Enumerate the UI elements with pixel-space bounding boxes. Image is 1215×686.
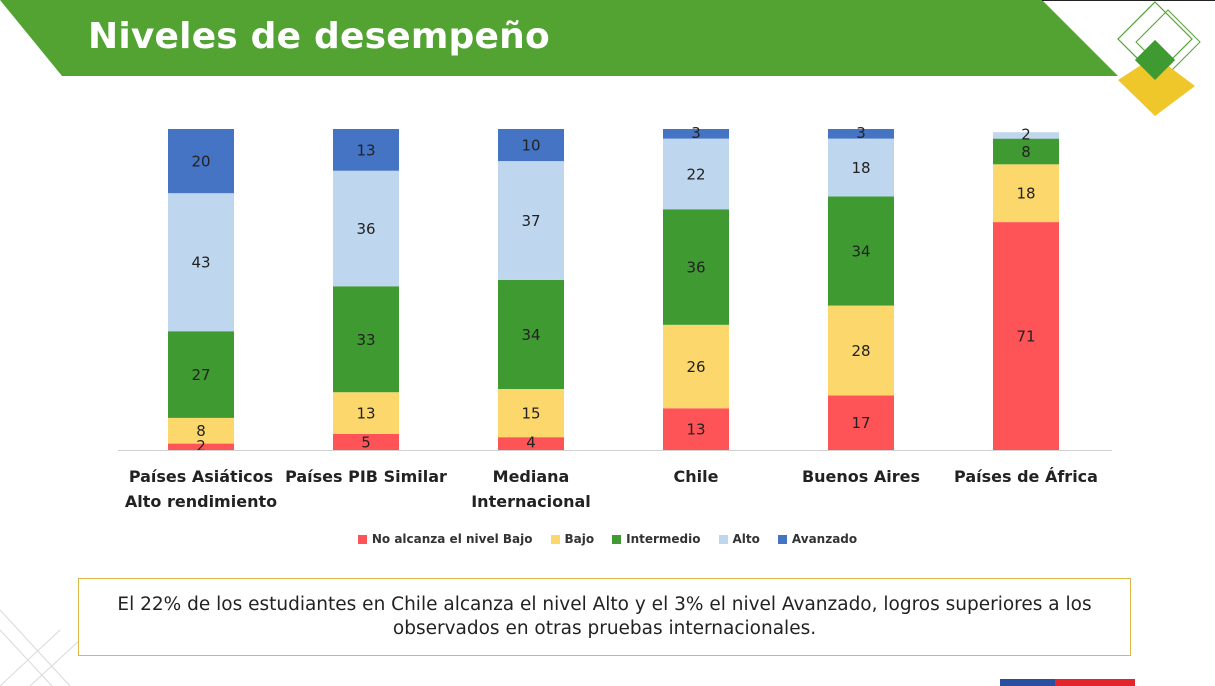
- data-label-no-alcanza-el-nivel-bajo-mediana-internacional: 4: [526, 434, 536, 452]
- flag-blue-segment: [1000, 679, 1055, 686]
- bar-intermedio-chile: [663, 209, 729, 325]
- callout-text: El 22% de los estudiantes en Chile alcan…: [117, 594, 1092, 639]
- bar-alto-mediana-internacional: [498, 161, 564, 280]
- legend-label-bajo: Bajo: [564, 532, 595, 546]
- data-label-alto-paises-asiaticos-alto-rendimiento: 43: [191, 254, 210, 272]
- data-label-alto-paises-de-africa: 2: [1021, 125, 1031, 143]
- legend-item-alto: Alto: [718, 532, 760, 546]
- x-tick-label-paises-asiaticos-alto-rendimiento-1: Países Asiáticos: [129, 467, 273, 486]
- chart-bars: [168, 129, 1059, 450]
- header-green-shape: [0, 0, 1118, 76]
- bar-avanzado-buenos-aires: [828, 129, 894, 139]
- data-label-alto-chile: 22: [686, 165, 705, 183]
- data-label-alto-buenos-aires: 18: [851, 159, 870, 177]
- data-label-alto-mediana-internacional: 37: [521, 212, 540, 230]
- corner-decoration: [0, 609, 80, 686]
- legend-label-alto: Alto: [732, 532, 760, 546]
- bar-alto-paises-de-africa: [993, 132, 1059, 139]
- bar-no-alcanza-el-nivel-bajo-mediana-internacional: [498, 437, 564, 450]
- bar-intermedio-paises-de-africa: [993, 138, 1059, 165]
- bar-no-alcanza-el-nivel-bajo-paises-de-africa: [993, 222, 1059, 450]
- bar-no-alcanza-el-nivel-bajo-chile: [663, 408, 729, 450]
- data-label-avanzado-paises-asiaticos-alto-rendimiento: 20: [191, 153, 210, 171]
- data-label-bajo-buenos-aires: 28: [851, 342, 870, 360]
- legend-item-avanzado: Avanzado: [777, 532, 858, 546]
- bar-no-alcanza-el-nivel-bajo-buenos-aires: [828, 395, 894, 450]
- bar-avanzado-paises-pib-similar: [333, 129, 399, 171]
- legend-swatch-bajo: [550, 534, 560, 544]
- legend-item-intermedio: Intermedio: [612, 532, 701, 546]
- x-axis-tick-labels: Países Asiáticos Alto rendimiento Países P…: [125, 467, 1098, 511]
- x-tick-label-mediana-internacional-1: Mediana: [493, 467, 570, 486]
- data-label-avanzado-buenos-aires: 3: [856, 124, 866, 142]
- chart-data-labels: 2827432051333361341534371013263622317283…: [191, 124, 1035, 455]
- bar-bajo-chile: [663, 324, 729, 409]
- page-title: Niveles de desempeño: [88, 16, 550, 57]
- x-tick-label-chile-1: Chile: [674, 467, 719, 486]
- x-tick-label-paises-asiaticos-alto-rendimiento-2: Alto rendimiento: [125, 492, 277, 511]
- data-label-bajo-paises-pib-similar: 13: [356, 405, 375, 423]
- legend-swatch-avanzado: [777, 534, 787, 544]
- legend-swatch-alto: [718, 534, 728, 544]
- data-label-alto-paises-pib-similar: 36: [356, 220, 375, 238]
- data-label-avanzado-paises-pib-similar: 13: [356, 141, 375, 159]
- bar-bajo-mediana-internacional: [498, 389, 564, 438]
- data-label-bajo-mediana-internacional: 15: [521, 405, 540, 423]
- data-label-bajo-paises-de-africa: 18: [1016, 185, 1035, 203]
- legend-label-avanzado: Avanzado: [791, 532, 858, 546]
- data-label-no-alcanza-el-nivel-bajo-buenos-aires: 17: [851, 414, 870, 432]
- bar-alto-paises-asiaticos-alto-rendimiento: [168, 193, 234, 332]
- callout-box: El 22% de los estudiantes en Chile alcan…: [78, 578, 1131, 656]
- data-label-no-alcanza-el-nivel-bajo-paises-de-africa: 71: [1016, 328, 1035, 346]
- brand-logo-icon: [1117, 1, 1201, 116]
- data-label-intermedio-buenos-aires: 34: [851, 242, 870, 260]
- data-label-avanzado-mediana-internacional: 10: [521, 137, 540, 155]
- x-tick-label-mediana-internacional-2: Internacional: [471, 492, 591, 511]
- legend-swatch-intermedio: [612, 534, 622, 544]
- data-label-no-alcanza-el-nivel-bajo-paises-asiaticos-alto-rendimiento: 2: [196, 437, 206, 455]
- x-tick-label-paises-de-africa-1: Países de África: [954, 467, 1098, 486]
- data-label-no-alcanza-el-nivel-bajo-paises-pib-similar: 5: [361, 433, 371, 451]
- legend-swatch-no-alcanza-el-nivel-bajo: [357, 534, 367, 544]
- data-label-bajo-paises-asiaticos-alto-rendimiento: 8: [196, 422, 206, 440]
- bar-alto-buenos-aires: [828, 138, 894, 197]
- data-label-no-alcanza-el-nivel-bajo-chile: 13: [686, 421, 705, 439]
- bar-avanzado-chile: [663, 129, 729, 139]
- legend-label-intermedio: Intermedio: [626, 532, 701, 546]
- data-label-intermedio-chile: 36: [686, 259, 705, 277]
- bar-intermedio-mediana-internacional: [498, 279, 564, 390]
- data-label-intermedio-paises-de-africa: 8: [1021, 143, 1031, 161]
- data-label-avanzado-chile: 3: [691, 124, 701, 142]
- bar-avanzado-paises-asiaticos-alto-rendimiento: [168, 129, 234, 194]
- data-label-intermedio-paises-asiaticos-alto-rendimiento: 27: [191, 366, 210, 384]
- chart-legend: No alcanza el nivel Bajo Bajo Intermedio Al…: [0, 532, 1215, 546]
- bar-bajo-paises-pib-similar: [333, 392, 399, 434]
- legend-label-no-alcanza-el-nivel-bajo: No alcanza el nivel Bajo: [371, 532, 533, 546]
- bar-bajo-paises-asiaticos-alto-rendimiento: [168, 417, 234, 444]
- bar-intermedio-buenos-aires: [828, 196, 894, 306]
- legend-item-no-alcanza-el-nivel-bajo: No alcanza el nivel Bajo: [357, 532, 533, 546]
- x-tick-label-buenos-aires-1: Buenos Aires: [802, 467, 920, 486]
- stacked-bar-chart: 2827432051333361341534371013263622317283…: [118, 124, 1112, 511]
- legend-item-bajo: Bajo: [550, 532, 595, 546]
- bar-alto-paises-pib-similar: [333, 170, 399, 287]
- header-band: [0, 0, 1215, 76]
- bar-intermedio-paises-pib-similar: [333, 286, 399, 393]
- bar-bajo-buenos-aires: [828, 305, 894, 396]
- data-label-intermedio-mediana-internacional: 34: [521, 326, 540, 344]
- data-label-intermedio-paises-pib-similar: 33: [356, 331, 375, 349]
- bar-no-alcanza-el-nivel-bajo-paises-asiaticos-alto-rendimiento: [168, 443, 234, 450]
- flag-bar: [1000, 679, 1135, 686]
- bar-bajo-paises-de-africa: [993, 164, 1059, 223]
- data-label-bajo-chile: 26: [686, 358, 705, 376]
- x-tick-label-paises-pib-similar-1: Países PIB Similar: [285, 467, 447, 486]
- bar-alto-chile: [663, 138, 729, 210]
- flag-red-segment: [1055, 679, 1135, 686]
- bar-avanzado-mediana-internacional: [498, 129, 564, 162]
- bar-intermedio-paises-asiaticos-alto-rendimiento: [168, 331, 234, 418]
- bar-no-alcanza-el-nivel-bajo-paises-pib-similar: [333, 433, 399, 450]
